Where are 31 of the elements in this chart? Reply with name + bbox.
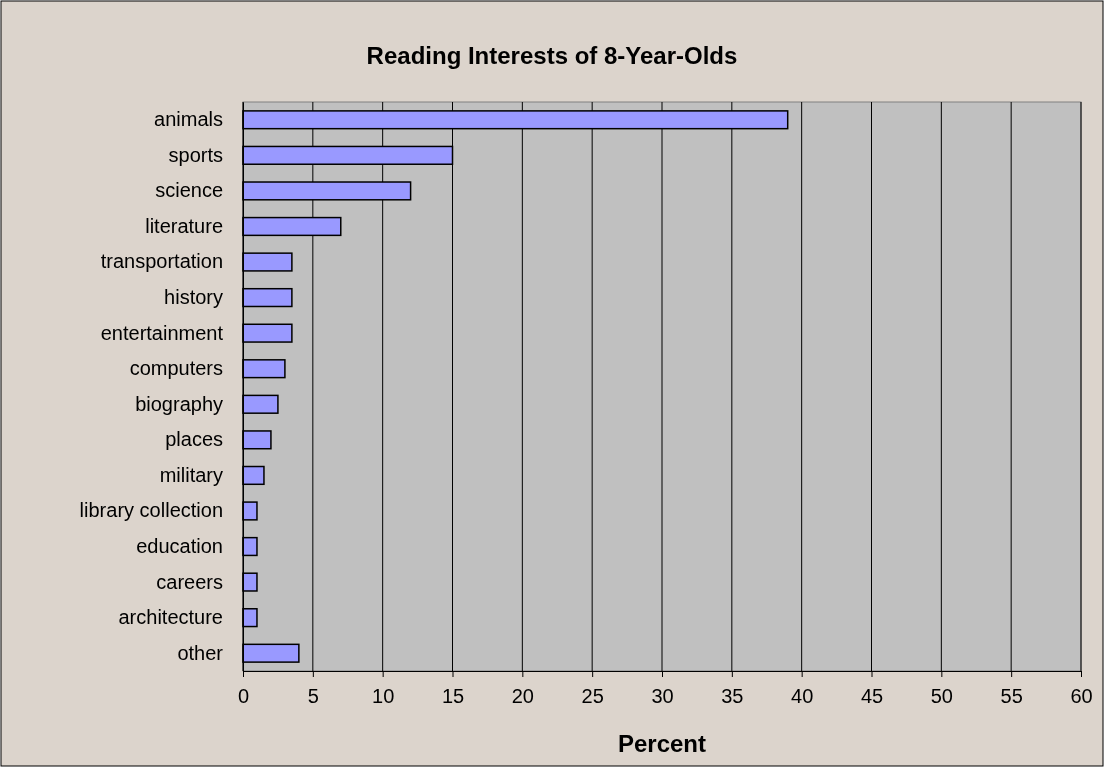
x-tick-label: 45 [860,685,884,708]
y-tick-label: literature [145,214,223,237]
x-tick-label: 0 [237,685,250,708]
y-tick-label: animals [154,108,223,131]
x-tick-label: 60 [1070,685,1093,708]
y-tick-label: transportation [100,250,223,273]
y-tick-label: biography [135,392,223,415]
y-tick-label: careers [156,570,223,593]
y-tick-label: places [165,428,223,451]
x-tick-label: 30 [651,685,674,708]
y-tick-label: architecture [118,606,223,629]
y-tick-label: library collection [79,499,223,522]
y-tick-label: sports [168,143,223,166]
y-tick-label: science [155,179,223,202]
x-tick-label: 10 [372,685,395,708]
x-tick-label: 35 [721,685,744,708]
x-tick-label: 20 [511,685,534,708]
x-tick-label: 55 [1000,685,1023,708]
x-tick-label: 40 [791,685,814,708]
x-tick-label: 5 [307,685,319,708]
y-tick-label: other [177,641,224,664]
x-axis-title: Percent [617,730,707,757]
x-tick-label: 25 [581,685,604,708]
y-tick-label: history [164,285,223,308]
y-tick-label: education [136,534,223,557]
x-tick-label: 50 [930,685,953,708]
y-tick-label: military [159,463,223,486]
chart-title: Reading Interests of 8-Year-Olds [366,42,738,69]
x-tick-label: 15 [441,685,465,708]
y-tick-label: entertainment [100,321,224,344]
y-tick-label: computers [129,357,223,380]
